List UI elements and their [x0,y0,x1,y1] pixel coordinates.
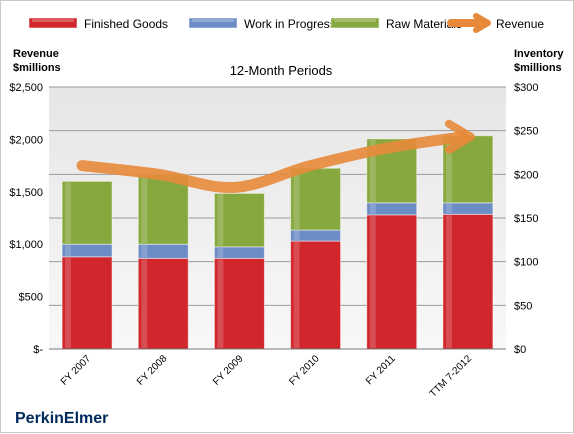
revenue-line-path [76,131,469,193]
legend-label: Raw Materials [386,17,462,31]
bar-highlight [65,257,72,348]
bar-highlight [445,136,452,202]
bar-finished-goods [366,214,418,350]
y-left-tick-label: $2,000 [9,134,43,146]
x-tick-label: TTM 7-2012 [428,353,475,400]
legend-revenue-arrow [473,13,491,33]
y-left-label-line2: $millions [13,62,61,74]
y-left-tick-label: $1,500 [9,187,43,199]
y-right-tick-label: $150 [514,213,538,225]
bars [61,135,494,350]
legend-swatch [330,17,380,29]
bar-highlight [217,259,224,348]
bar-highlight [369,203,376,214]
bar-raw-materials [213,192,265,248]
legend-swatch-highlight [334,19,376,22]
x-tick-label: FY 2009 [211,353,246,388]
y-left-label-line1: Revenue [13,48,59,60]
y-right-tick-label: $250 [514,126,538,138]
bar-raw-materials [61,180,113,245]
bar-finished-goods [137,257,189,350]
y-right-tick-label: $50 [514,300,532,312]
legend-label: Finished Goods [84,17,168,31]
x-tick-label: FY 2007 [59,353,94,388]
y-right-tick-label: $300 [514,82,538,94]
bar-highlight [445,203,452,214]
bar-finished-goods [213,257,265,350]
y-right-tick-label: $0 [514,344,526,356]
y-left-tick-label: $2,500 [9,82,43,94]
legend-label: Revenue [496,17,544,31]
bar-highlight [141,259,148,348]
bar-highlight [293,231,300,241]
bar-highlight [369,139,376,202]
y-right-label-line1: Inventory [514,48,564,60]
legend-swatch-highlight [192,19,234,22]
bar-highlight [217,247,224,258]
bar-highlight [293,242,300,348]
bar-highlight [65,182,72,244]
chart-title: 12-Month Periods [230,63,333,78]
bar-raw-materials [290,167,342,231]
legend-swatch [28,17,78,29]
bar-highlight [141,245,148,258]
y-left-tick-label: $- [33,344,43,356]
y-left-tick-label: $500 [19,292,43,304]
x-tick-label: FY 2008 [135,353,170,388]
bar-highlight [293,169,300,230]
revenue-arrow-head [444,119,475,154]
revenue-line [76,119,475,193]
y-left-tick-label: $1,000 [9,239,43,251]
bar-highlight [141,175,148,244]
company-name: PerkinElmer [15,410,108,427]
legend-label: Work in Progress [244,17,336,31]
bar-highlight [217,194,224,246]
y-right-tick-label: $100 [514,257,538,269]
bar-highlight [445,215,452,348]
bar-raw-materials [137,174,189,245]
legend-swatch-highlight [32,19,74,22]
y-right-tick-label: $200 [514,169,538,181]
x-tick-label: FY 2010 [287,353,322,388]
x-tick-label: FY 2011 [364,353,398,387]
y-right-label-line2: $millions [514,62,562,74]
bar-highlight [369,215,376,348]
legend-swatch [188,17,238,29]
legend: Finished Goods Work in Progress Raw Materi… [28,13,544,33]
bar-highlight [65,245,72,256]
